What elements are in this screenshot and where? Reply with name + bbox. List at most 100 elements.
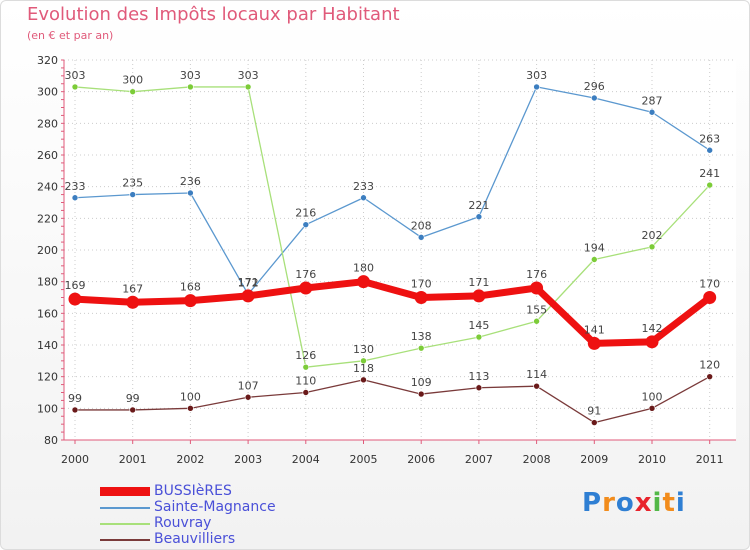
data-point-rouvray: [417, 344, 425, 352]
data-point-beauvilliers: [417, 390, 425, 398]
y-tick-label: 120: [37, 371, 58, 384]
data-point-rouvray: [244, 83, 252, 91]
legend-label: Beauvilliers: [154, 531, 236, 547]
data-point-bussi-res: [299, 281, 313, 295]
data-label-rouvray: 126: [295, 349, 316, 362]
data-label-bussi-res: 170: [699, 278, 720, 291]
data-label-sainte-magnance: 235: [122, 177, 143, 190]
data-point-beauvilliers: [187, 405, 194, 412]
data-point-beauvilliers: [590, 419, 598, 426]
data-point-sainte-magnance: [129, 191, 136, 198]
y-tick-label: 200: [37, 244, 58, 257]
data-point-bussi-res: [68, 292, 82, 306]
data-label-beauvilliers: 99: [126, 392, 140, 405]
data-label-sainte-magnance: 236: [180, 175, 201, 188]
legend-label: Rouvray: [154, 515, 212, 531]
data-label-beauvilliers: 91: [587, 405, 601, 418]
data-point-rouvray: [590, 256, 598, 263]
data-label-beauvilliers: 100: [642, 390, 663, 403]
x-tick-label: 2001: [119, 453, 147, 466]
chart-subtitle: (en € et par an): [27, 29, 114, 42]
data-label-sainte-magnance: 263: [699, 132, 720, 145]
data-label-sainte-magnance: 303: [526, 69, 547, 82]
data-label-beauvilliers: 100: [180, 390, 201, 403]
data-label-sainte-magnance: 172: [238, 276, 259, 289]
data-point-bussi-res: [645, 335, 659, 349]
series-line-bussi-res: [71, 278, 714, 347]
legend-swatch: [100, 487, 150, 496]
data-label-rouvray: 303: [238, 69, 259, 82]
data-label-sainte-magnance: 216: [295, 207, 316, 220]
x-tick-label: 2008: [523, 453, 551, 466]
y-tick-label: 180: [37, 276, 58, 289]
data-label-bussi-res: 176: [295, 268, 316, 281]
y-tick-label: 160: [37, 307, 58, 320]
data-label-bussi-res: 168: [180, 281, 201, 294]
data-label-beauvilliers: 120: [699, 359, 720, 372]
series-line-sainte-magnance: [74, 86, 711, 295]
data-point-sainte-magnance: [71, 194, 79, 202]
x-tick-label: 2002: [176, 453, 204, 466]
proxiti-logo: Proxiti: [582, 488, 686, 518]
data-point-rouvray: [302, 363, 310, 371]
data-label-sainte-magnance: 221: [468, 199, 489, 212]
x-tick-label: 2006: [407, 453, 435, 466]
data-label-bussi-res: 169: [65, 279, 86, 292]
data-point-sainte-magnance: [475, 213, 483, 221]
data-point-rouvray: [706, 181, 714, 189]
data-label-beauvilliers: 99: [68, 392, 82, 405]
logo-letter: r: [602, 488, 616, 518]
y-tick-label: 240: [37, 181, 58, 194]
data-label-rouvray: 303: [180, 69, 201, 82]
data-point-sainte-magnance: [360, 194, 367, 202]
data-label-sainte-magnance: 233: [353, 180, 374, 193]
y-tick-label: 300: [37, 86, 58, 99]
data-point-bussi-res: [126, 295, 140, 309]
data-label-bussi-res: 171: [468, 276, 489, 289]
data-point-bussi-res: [357, 275, 370, 289]
data-label-beauvilliers: 109: [411, 376, 432, 389]
series-line-beauvilliers: [74, 376, 711, 424]
data-point-bussi-res: [587, 336, 601, 350]
logo-letter: t: [662, 488, 676, 518]
data-point-beauvilliers: [360, 376, 367, 384]
data-label-rouvray: 138: [411, 330, 432, 343]
data-label-rouvray: 241: [699, 167, 720, 180]
data-label-rouvray: 130: [353, 343, 374, 356]
y-tick-label: 80: [44, 434, 58, 447]
data-label-rouvray: 202: [642, 229, 663, 242]
y-tick-label: 260: [37, 149, 58, 162]
data-point-sainte-magnance: [417, 234, 425, 241]
data-label-beauvilliers: 114: [526, 368, 547, 381]
data-point-sainte-magnance: [590, 94, 598, 102]
data-point-bussi-res: [414, 291, 428, 304]
y-tick-label: 280: [37, 117, 58, 130]
x-tick-label: 2011: [696, 453, 724, 466]
data-label-bussi-res: 170: [411, 278, 432, 291]
data-label-rouvray: 303: [65, 69, 86, 82]
data-point-rouvray: [475, 333, 483, 341]
data-point-rouvray: [71, 83, 79, 91]
data-point-bussi-res: [241, 289, 255, 303]
data-point-beauvilliers: [129, 406, 136, 414]
logo-letter: P: [582, 488, 603, 518]
data-label-rouvray: 145: [468, 319, 489, 332]
data-point-sainte-magnance: [187, 189, 194, 197]
data-point-rouvray: [533, 317, 540, 325]
y-tick-label: 220: [37, 212, 58, 225]
data-label-beauvilliers: 110: [295, 375, 316, 388]
data-label-bussi-res: 171: [238, 276, 259, 289]
y-tick-label: 320: [37, 54, 58, 67]
data-label-bussi-res: 180: [353, 262, 374, 275]
data-point-rouvray: [648, 243, 656, 251]
legend-swatch: [100, 507, 150, 509]
data-point-beauvilliers: [706, 373, 714, 380]
data-point-beauvilliers: [648, 405, 656, 412]
data-label-bussi-res: 176: [526, 268, 547, 281]
x-tick-label: 2007: [465, 453, 493, 466]
logo-letter: i: [652, 488, 663, 518]
data-point-rouvray: [360, 357, 367, 365]
legend-swatch: [100, 539, 150, 541]
data-point-bussi-res: [183, 294, 197, 308]
